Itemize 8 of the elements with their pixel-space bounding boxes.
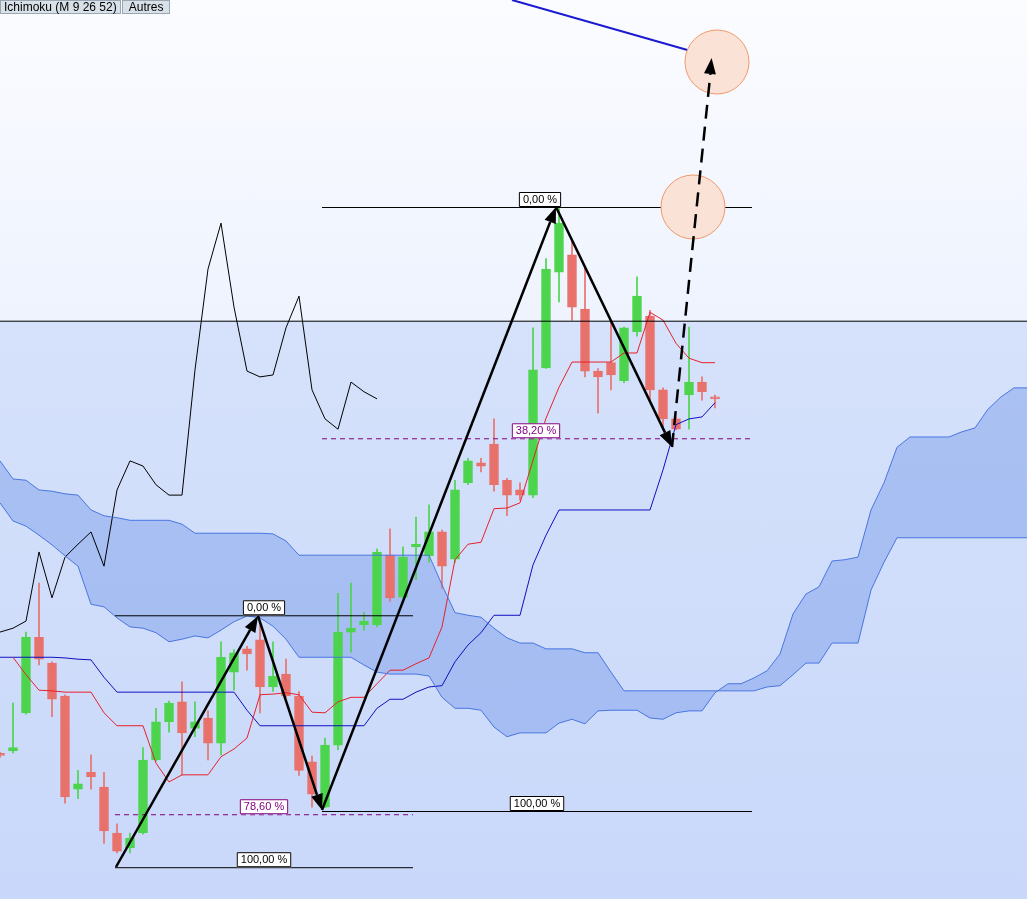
annotation: 0,00 % (522, 193, 558, 206)
annotation: 78,60 % (243, 800, 285, 813)
annotation: 38,20 % (515, 424, 557, 437)
annotation: 100,00 % (240, 853, 288, 866)
chart-title: Ichimoku (M 9 26 52) (0, 0, 121, 14)
annotation: 0,00 % (246, 601, 282, 614)
annotation: 100,00 % (513, 797, 561, 810)
text: Autres (121, 0, 171, 14)
